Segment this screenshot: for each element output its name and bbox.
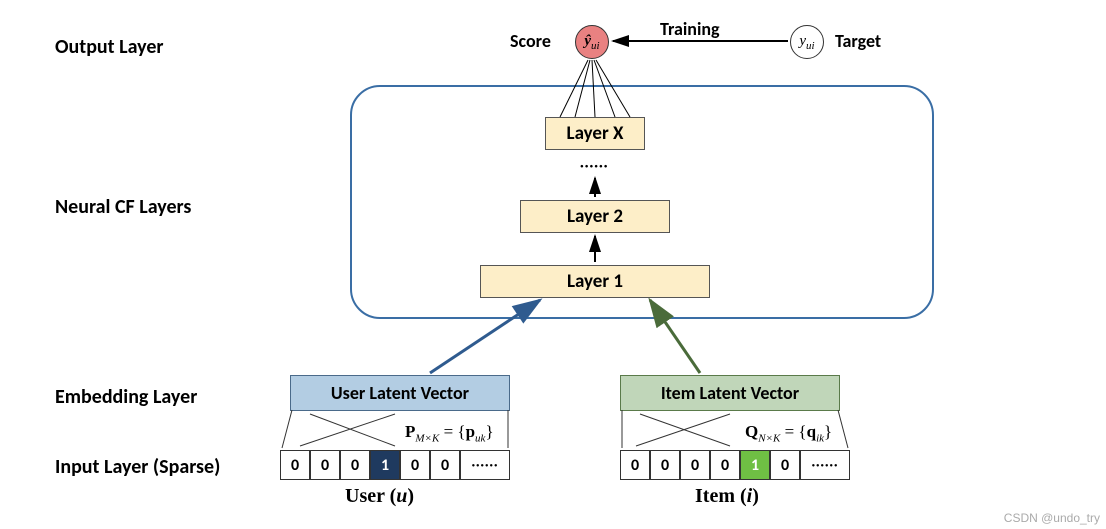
item-cell-hot: 1 (740, 450, 770, 480)
label-embedding: Embedding Layer (55, 385, 197, 409)
layer-dots: ······ (580, 157, 608, 174)
formula-user-psub: uk (475, 432, 485, 444)
label-score: Score (510, 30, 551, 52)
label-output-layer: Output Layer (55, 35, 164, 59)
target-subscript: ui (806, 40, 815, 52)
layer-2-box: Layer 2 (520, 200, 670, 233)
formula-item-Q: Q (745, 422, 758, 441)
label-input-sparse: Input Layer (Sparse) (55, 455, 220, 479)
user-cell-hot: 1 (370, 450, 400, 480)
item-latent-box: Item Latent Vector (620, 375, 840, 411)
formula-item-q: q (807, 422, 816, 441)
formula-user-p: p (466, 422, 475, 441)
watermark: CSDN @undo_try (1004, 511, 1100, 525)
item-cell: 0 (680, 450, 710, 480)
label-item: Item (i) (695, 485, 759, 508)
label-item-text: Item ( (695, 485, 747, 507)
user-cell: 0 (400, 450, 430, 480)
item-cell: 0 (620, 450, 650, 480)
item-cell: 0 (770, 450, 800, 480)
user-cell: 0 (280, 450, 310, 480)
user-sparse-row: 0 0 0 1 0 0 ······ (280, 450, 510, 480)
label-user-close: ) (407, 485, 414, 507)
formula-user-eq: = { (439, 422, 465, 441)
label-user-text: User ( (345, 485, 396, 507)
label-training: Training (660, 18, 720, 40)
user-cell: 0 (430, 450, 460, 480)
formula-item-qsub: ik (816, 432, 824, 444)
formula-item-dims: N×K (758, 432, 780, 444)
layer-1-box: Layer 1 (480, 265, 710, 298)
formula-user-dims: M×K (415, 432, 439, 444)
score-node: ŷui (575, 25, 609, 59)
formula-item: QN×K = {qik} (745, 422, 832, 444)
layer-x-box: Layer X (545, 117, 645, 150)
item-sparse-row: 0 0 0 0 1 0 ······ (620, 450, 850, 480)
label-neural-cf: Neural CF Layers (55, 195, 191, 219)
user-cell: 0 (340, 450, 370, 480)
formula-user: PM×K = {puk} (405, 422, 494, 444)
target-node: yui (790, 25, 824, 59)
user-latent-box: User Latent Vector (290, 375, 510, 411)
user-cell-dots: ······ (460, 450, 510, 480)
item-cell-dots: ······ (800, 450, 850, 480)
label-user: User (u) (345, 485, 414, 508)
item-cell: 0 (710, 450, 740, 480)
formula-user-close: } (485, 422, 493, 441)
user-cell: 0 (310, 450, 340, 480)
formula-user-P: P (405, 422, 415, 441)
formula-item-eq: = { (780, 422, 806, 441)
score-subscript: ui (591, 40, 600, 52)
label-target: Target (835, 30, 881, 52)
label-user-var: u (396, 485, 407, 507)
label-item-close: ) (752, 485, 759, 507)
formula-item-close: } (824, 422, 832, 441)
item-cell: 0 (650, 450, 680, 480)
